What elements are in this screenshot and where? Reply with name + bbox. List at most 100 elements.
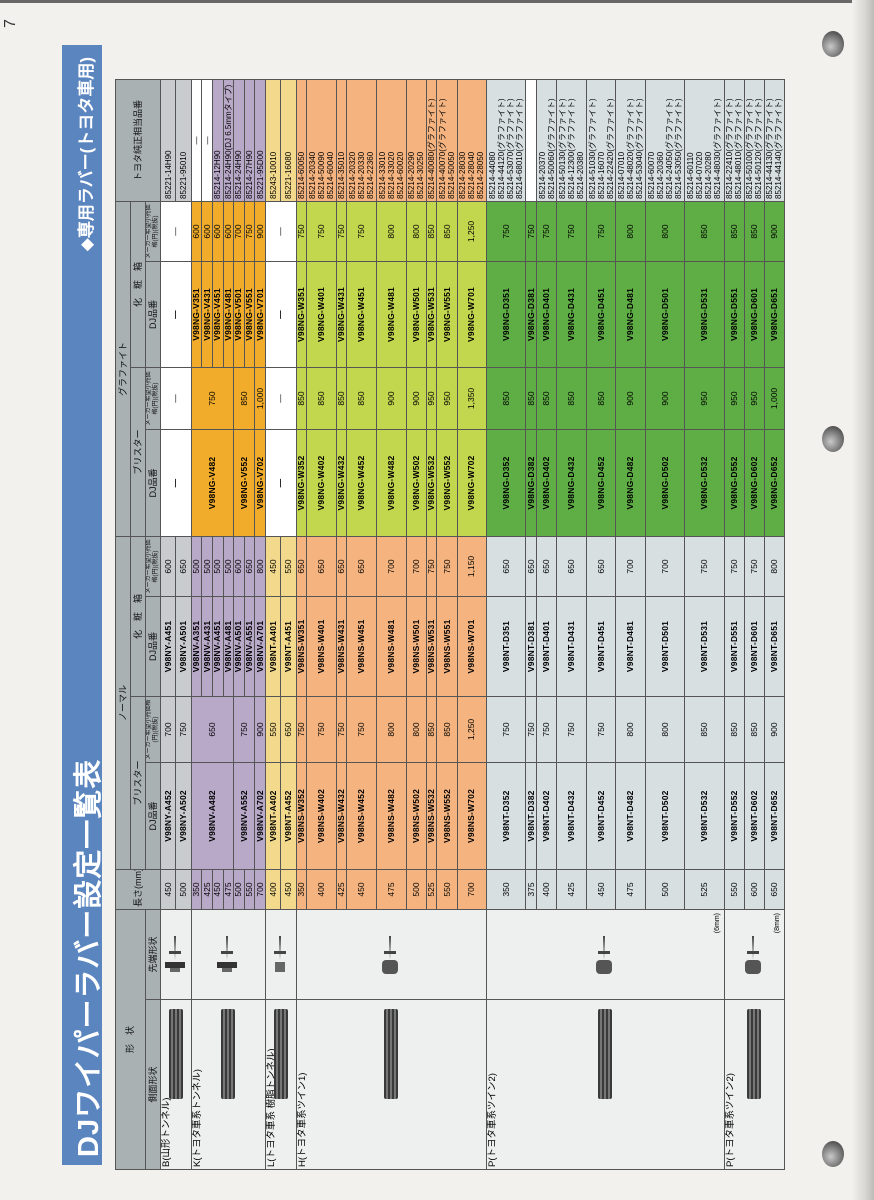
- normal-box-price-cell: 650: [486, 536, 526, 597]
- toyota-part-number: 85214-28040: [467, 151, 477, 199]
- graphite-box-dj-cell: V98NG-V451: [212, 261, 223, 368]
- table-row: K(トヨタ車系トンネル) 350 V98NV-A482 650 V98NV-A351 50…: [191, 79, 266, 1170]
- tip-shape-cell: (8mm): [724, 909, 785, 1000]
- toyota-part-cell: 85214-50100(グラファイト) 85214-50120(グラファイト): [744, 79, 765, 202]
- graphite-blister-price-cell: 1,350: [457, 367, 487, 430]
- length-cell: 600: [744, 869, 765, 910]
- normal-box-price-cell: 650: [336, 536, 347, 597]
- graphite-box-dj-cell: V98NG-W451: [346, 261, 377, 368]
- resin-tunnel-tip-icon: [273, 933, 295, 977]
- normal-box-dj-cell: V98NS-W551: [436, 596, 458, 697]
- graphite-blister-dj-cell: V98NG-D502: [645, 429, 685, 537]
- toyota-part-number: 85214-60110: [686, 152, 696, 199]
- graphite-box-price-cell: 850: [436, 201, 458, 262]
- graphite-blister-price-cell: 900: [406, 367, 427, 430]
- normal-box-dj-cell: V98NV-A501: [233, 596, 245, 697]
- graphite-box-price-cell: 600: [223, 201, 234, 262]
- header-normal-blister: ブリスター: [130, 696, 146, 870]
- toyota-part-number: 85214-12300(グラファイト): [566, 98, 576, 199]
- normal-blister-price-cell: 750: [486, 696, 526, 763]
- normal-blister-dj-cell: V98NS-W352: [296, 762, 307, 870]
- tip-shape-cell: (6mm): [486, 909, 724, 1000]
- graphite-box-price-cell: 800: [645, 201, 685, 262]
- wiper-rubber-side-icon: [747, 1009, 762, 1099]
- normal-blister-dj-cell: V98NV-A702: [254, 762, 266, 870]
- normal-box-dj-cell: V98NY-A501: [175, 596, 192, 697]
- toyota-part-cell: 85221-14H90: [160, 79, 176, 202]
- toyota-part-number: 85214-60050: [296, 151, 306, 199]
- punch-hole-icon: [822, 426, 844, 452]
- normal-blister-price-cell: 850: [724, 696, 745, 763]
- toyota-part-cell: 85214-60110 85214-07020 85214-20280 85214-4…: [684, 79, 724, 202]
- page-subtitle: ◆専用ラバー(トヨタ車用): [77, 57, 96, 252]
- graphite-box-dj-cell: V98NG-D531: [684, 261, 724, 368]
- toyota-part-cell: 85214-50130(グラファイト) 85214-12300(グラファイト) 85…: [556, 79, 587, 202]
- graphite-box-price-cell: 750: [306, 201, 337, 262]
- graphite-blister-price-cell: 950: [684, 367, 724, 430]
- graphite-blister-price-cell: 850: [586, 367, 616, 430]
- tip-size-note: (8mm): [774, 912, 781, 934]
- graphite-box-dj-cell: V98NG-D431: [556, 261, 587, 368]
- toyota-part-cell: 85214-60050: [296, 79, 307, 202]
- toyota-part-number: 85214-68010(グラファイト): [515, 98, 525, 199]
- graphite-blister-price-cell: 950: [744, 367, 765, 430]
- title-band: DJワイパーラバー設定一覧表 ◆専用ラバー(トヨタ車用): [62, 45, 105, 1165]
- graphite-box-dj-cell: V98NG-W531: [426, 261, 437, 368]
- side-shape-label: H(トヨタ車系ツイン1): [296, 1072, 308, 1167]
- normal-box-dj-cell: V98NV-A431: [201, 596, 213, 697]
- toyota-part-number: 85214-50130(グラファイト): [557, 98, 567, 199]
- toyota-part-cell: [525, 79, 537, 202]
- toyota-part-cell: 85214-20370 85214-50060(グラファイト): [536, 79, 557, 202]
- toyota-part-cell: 85214-60070 85214-20360 85214-24050(グラファイト…: [645, 79, 685, 202]
- normal-blister-price-cell: 750: [336, 696, 347, 763]
- graphite-box-dj-cell: V98NG-W501: [406, 261, 427, 368]
- wiper-rubber-side-icon: [168, 1009, 183, 1099]
- toyota-part-number: 85214-24H90(DJ 6.5mmタイプ): [223, 84, 233, 199]
- length-cell: 700: [457, 869, 487, 910]
- graphite-box-price-cell: 800: [615, 201, 646, 262]
- toyota-part-cell: 85214-12H90: [212, 79, 223, 202]
- toyota-part-number: 85243-10010: [268, 151, 278, 199]
- toyota-part-number: 85214-20330: [357, 151, 367, 199]
- length-cell: 500: [175, 869, 192, 910]
- toyota-part-number: 85214-20320: [348, 151, 358, 199]
- wiper-rubber-side-icon: [598, 1009, 613, 1099]
- graphite-blister-price-cell: 850: [336, 367, 347, 430]
- normal-box-dj-cell: V98NS-W531: [426, 596, 437, 697]
- header-shape: 形 状: [115, 909, 146, 1170]
- header-tip-shape: 先端形状: [145, 909, 161, 1000]
- toyota-part-cell: 85214-07010 85214-48020(グラファイト) 85214-5304…: [615, 79, 646, 202]
- normal-blister-dj-cell: V98NS-W432: [336, 762, 347, 870]
- normal-blister-dj-cell: V98NT-D432: [556, 762, 587, 870]
- graphite-box-dj-cell: V98NG-W701: [457, 261, 487, 368]
- tip-shape-cell: [160, 909, 192, 1000]
- toyota-part-cell: 85214-51030(グラファイト) 85214-16070 85214-2242…: [586, 79, 616, 202]
- toyota-part-number: 85214-44120(グラファイト): [497, 98, 507, 199]
- normal-box-price-cell: 700: [406, 536, 427, 597]
- normal-box-price-cell: 1,150: [457, 536, 487, 597]
- graphite-box-dj-cell: V98NG-D351: [486, 261, 526, 368]
- header-graphite-blister: ブリスター: [130, 367, 146, 537]
- length-cell: 525: [684, 869, 724, 910]
- header-dj: DJ品番: [145, 429, 161, 537]
- page-number: 7: [2, 19, 19, 28]
- toyota-part-cell: —: [201, 79, 213, 202]
- toyota-part-number: 85214-27H90: [244, 150, 254, 199]
- length-cell: 500: [406, 869, 427, 910]
- normal-box-price-cell: 650: [525, 536, 537, 597]
- toyota-part-number: 85221-95010: [179, 151, 189, 199]
- normal-box-dj-cell: V98NV-A481: [223, 596, 234, 697]
- normal-blister-price-cell: 750: [233, 696, 255, 763]
- header-dj: DJ品番: [145, 596, 161, 697]
- header-length: 長さ(mm): [115, 869, 161, 910]
- normal-blister-price-cell: 750: [175, 696, 192, 763]
- toyota-part-cell: 85214-24H90: [233, 79, 245, 202]
- normal-blister-dj-cell: V98NS-W502: [406, 762, 427, 870]
- graphite-blister-dj-cell: V98NG-D552: [724, 429, 745, 537]
- side-shape-label: P(トヨタ車系ツイン2): [487, 1073, 499, 1167]
- normal-blister-price-cell: 850: [744, 696, 765, 763]
- length-cell: 550: [724, 869, 745, 910]
- normal-box-price-cell: 800: [764, 536, 785, 597]
- length-cell: 400: [536, 869, 557, 910]
- toyota-part-number: 85214-22360: [366, 151, 376, 199]
